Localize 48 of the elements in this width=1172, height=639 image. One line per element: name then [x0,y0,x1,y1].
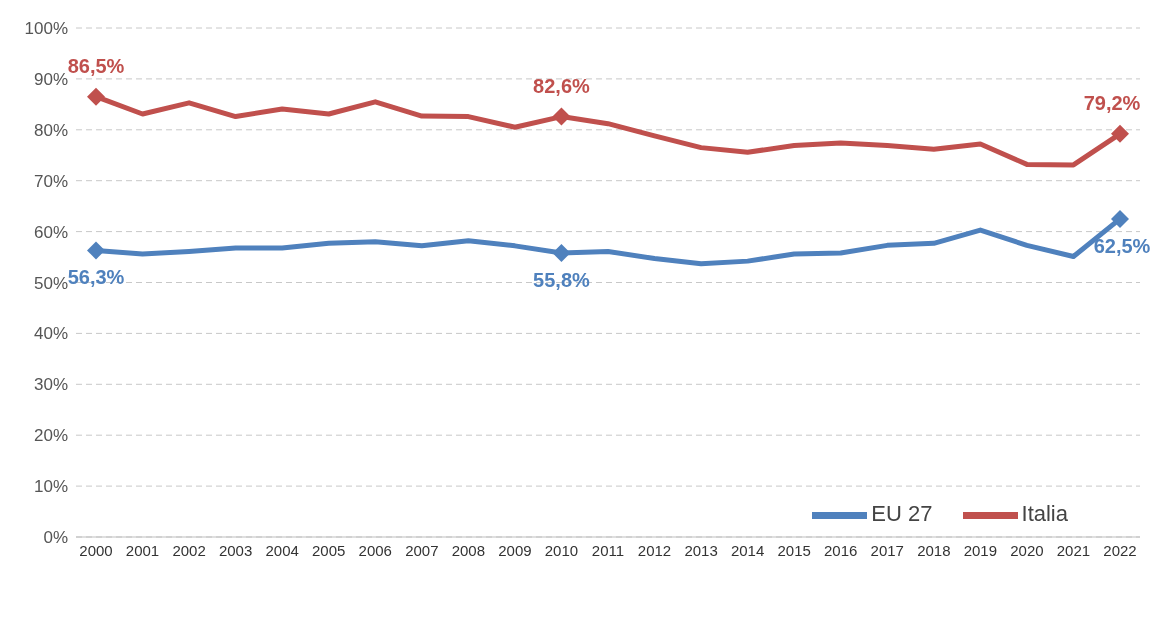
y-tick-label: 70% [33,171,68,191]
data-label: 79,2% [1083,91,1141,114]
y-tick-label: 40% [33,324,68,344]
x-tick-label: 2007 [405,541,439,559]
y-tick-label: 80% [33,120,68,140]
y-tick-label: 0% [43,528,68,548]
point [87,241,105,260]
y-tick-label: 10% [33,477,68,497]
x-tick-label: 2012 [637,541,672,559]
point [552,107,571,126]
x-tick-label: 2002 [172,541,206,559]
legend-label: EU 27 [871,501,933,527]
x-tick-label: 2010 [544,541,579,559]
point [1111,124,1129,143]
x-tick-label: 2009 [498,541,532,559]
x-tick-label: 2016 [824,541,858,559]
x-tick-label: 2008 [451,541,486,559]
point [1111,209,1129,228]
x-tick-label: 2018 [917,541,951,559]
x-tick-label: 2022 [1103,541,1137,559]
x-tick-label: 2013 [684,541,718,559]
x-tick-label: 2000 [79,541,113,559]
point [552,243,571,262]
x-tick-label: 2020 [1010,541,1044,559]
x-tick-label: 2001 [125,541,160,559]
data-label: 62,5% [1093,234,1151,257]
x-tick-label: 2014 [730,541,765,559]
y-tick-label: 60% [33,222,68,242]
data-label: 82,6% [533,74,591,97]
x-tick-label: 2011 [591,541,625,559]
x-tick-label: 2003 [218,541,253,559]
data-label: 55,8% [533,268,591,291]
y-tick-label: 30% [33,375,68,395]
x-tick-label: 2021 [1056,541,1091,559]
legend-label: Italia [1021,501,1068,527]
x-tick-label: 2017 [870,541,904,559]
data-label: 56,3% [67,266,125,289]
y-tick-label: 90% [33,69,68,89]
x-tick-label: 2015 [777,541,811,559]
x-tick-label: 2006 [358,541,392,559]
x-tick-label: 2004 [265,541,299,559]
y-tick-label: 20% [33,426,68,446]
data-label: 86,5% [67,54,125,77]
x-tick-label: 2005 [312,541,346,559]
y-tick-label: 50% [33,273,68,293]
point [87,87,105,106]
y-tick-label: 100% [24,19,68,39]
x-tick-label: 2019 [963,541,998,559]
